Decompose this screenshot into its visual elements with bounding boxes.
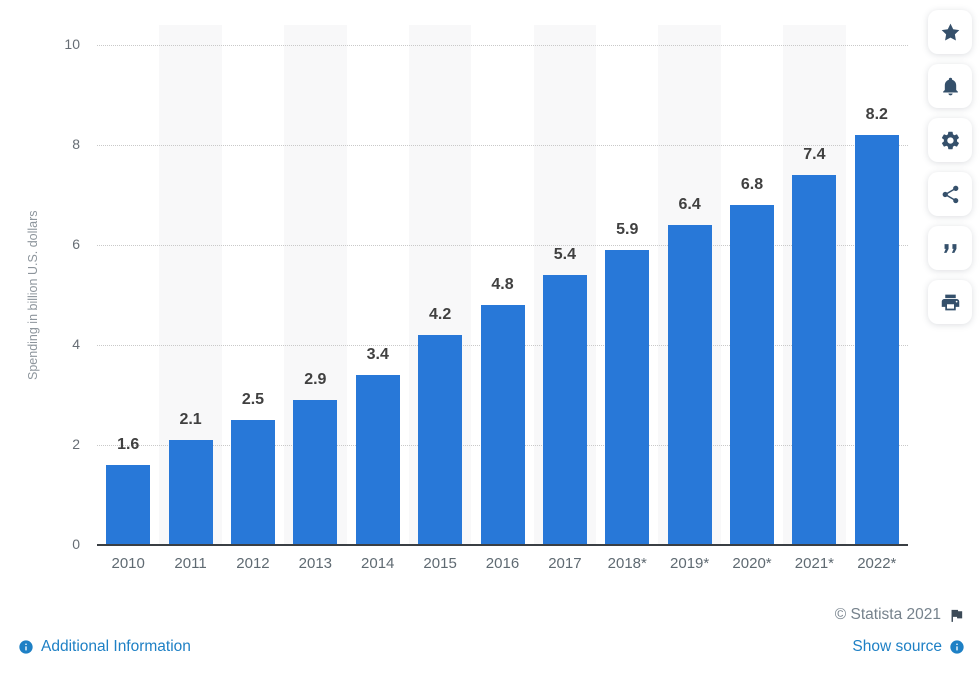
bar[interactable]	[230, 420, 275, 545]
print-button[interactable]	[928, 280, 972, 324]
y-axis-tick-label: 2	[72, 436, 80, 452]
bar-value-label: 5.4	[553, 246, 576, 263]
bar-value-label: 7.4	[803, 146, 826, 163]
y-axis-tick-label: 10	[64, 36, 80, 52]
settings-button[interactable]	[928, 118, 972, 162]
star-icon	[941, 23, 959, 41]
favorite-button[interactable]	[928, 10, 972, 54]
additional-information-link[interactable]: Additional Information	[18, 638, 191, 656]
y-axis-tick-label: 0	[72, 536, 80, 552]
x-axis-tick-label: 2016	[485, 555, 520, 572]
copyright: © Statista 2021	[835, 606, 965, 624]
bar[interactable]	[667, 225, 712, 545]
info-icon	[19, 640, 33, 654]
bar-value-label: 2.1	[179, 411, 202, 428]
info-icon	[950, 640, 964, 654]
bar-value-label: 8.2	[865, 106, 888, 123]
x-axis-tick-label: 2018*	[607, 555, 647, 572]
cite-button[interactable]	[928, 226, 972, 270]
share-button[interactable]	[928, 172, 972, 216]
bar[interactable]	[480, 305, 525, 545]
share-icon	[942, 185, 958, 203]
x-axis-tick-label: 2019*	[670, 555, 710, 572]
bar-value-label: 6.4	[678, 196, 701, 213]
copyright-text: © Statista 2021	[834, 606, 941, 623]
bar[interactable]	[355, 375, 400, 545]
gridline	[97, 145, 908, 146]
bar[interactable]	[542, 275, 587, 545]
bar[interactable]	[418, 335, 463, 545]
bell-icon	[942, 77, 958, 95]
flag-icon[interactable]	[948, 607, 965, 624]
x-axis-tick-label: 2012	[236, 555, 270, 572]
bar-value-label: 2.5	[241, 391, 265, 408]
bar-value-label: 4.8	[491, 276, 514, 293]
bar[interactable]	[605, 250, 650, 545]
bar-value-label: 2.9	[304, 371, 327, 388]
show-source-link[interactable]: Show source	[852, 638, 965, 656]
print-icon	[941, 294, 959, 310]
y-axis-tick-label: 8	[72, 136, 80, 152]
bar-value-label: 6.8	[740, 176, 764, 193]
y-axis-tick-label: 4	[72, 336, 80, 352]
bar[interactable]	[106, 465, 151, 545]
x-axis-tick-label: 2011	[174, 555, 207, 572]
x-axis-line	[97, 544, 908, 546]
y-axis-tick-label: 6	[72, 236, 80, 252]
x-axis-tick-label: 2020*	[732, 555, 772, 572]
y-axis-title: Spending in billion U.S. dollars	[26, 210, 40, 380]
notifications-button[interactable]	[928, 64, 972, 108]
x-axis-tick-label: 2014	[361, 555, 395, 572]
bar[interactable]	[293, 400, 338, 545]
gridline	[97, 245, 908, 246]
gear-icon	[941, 131, 959, 149]
bar-value-label: 3.4	[366, 346, 389, 363]
bar-chart: Spending in billion U.S. dollars 0 2 4 6 8 10…	[26, 36, 908, 572]
x-axis-tick-label: 2013	[298, 555, 333, 572]
bar-value-label: 5.9	[616, 221, 639, 238]
bar[interactable]	[792, 175, 837, 545]
x-axis-tick-label: 2021*	[794, 555, 835, 572]
bar[interactable]	[168, 440, 213, 545]
x-axis-tick-label: 2017	[548, 555, 582, 572]
quote-icon	[943, 243, 956, 253]
x-axis-tick-label: 2022*	[857, 555, 897, 572]
bar-value-label: 1.6	[117, 436, 140, 453]
bar-value-label: 4.2	[428, 306, 452, 323]
x-axis-tick-label: 2015	[423, 555, 457, 572]
x-axis-tick-label: 2010	[111, 555, 145, 572]
bar[interactable]	[730, 205, 775, 545]
gridline	[97, 45, 908, 46]
bar[interactable]	[854, 135, 899, 545]
